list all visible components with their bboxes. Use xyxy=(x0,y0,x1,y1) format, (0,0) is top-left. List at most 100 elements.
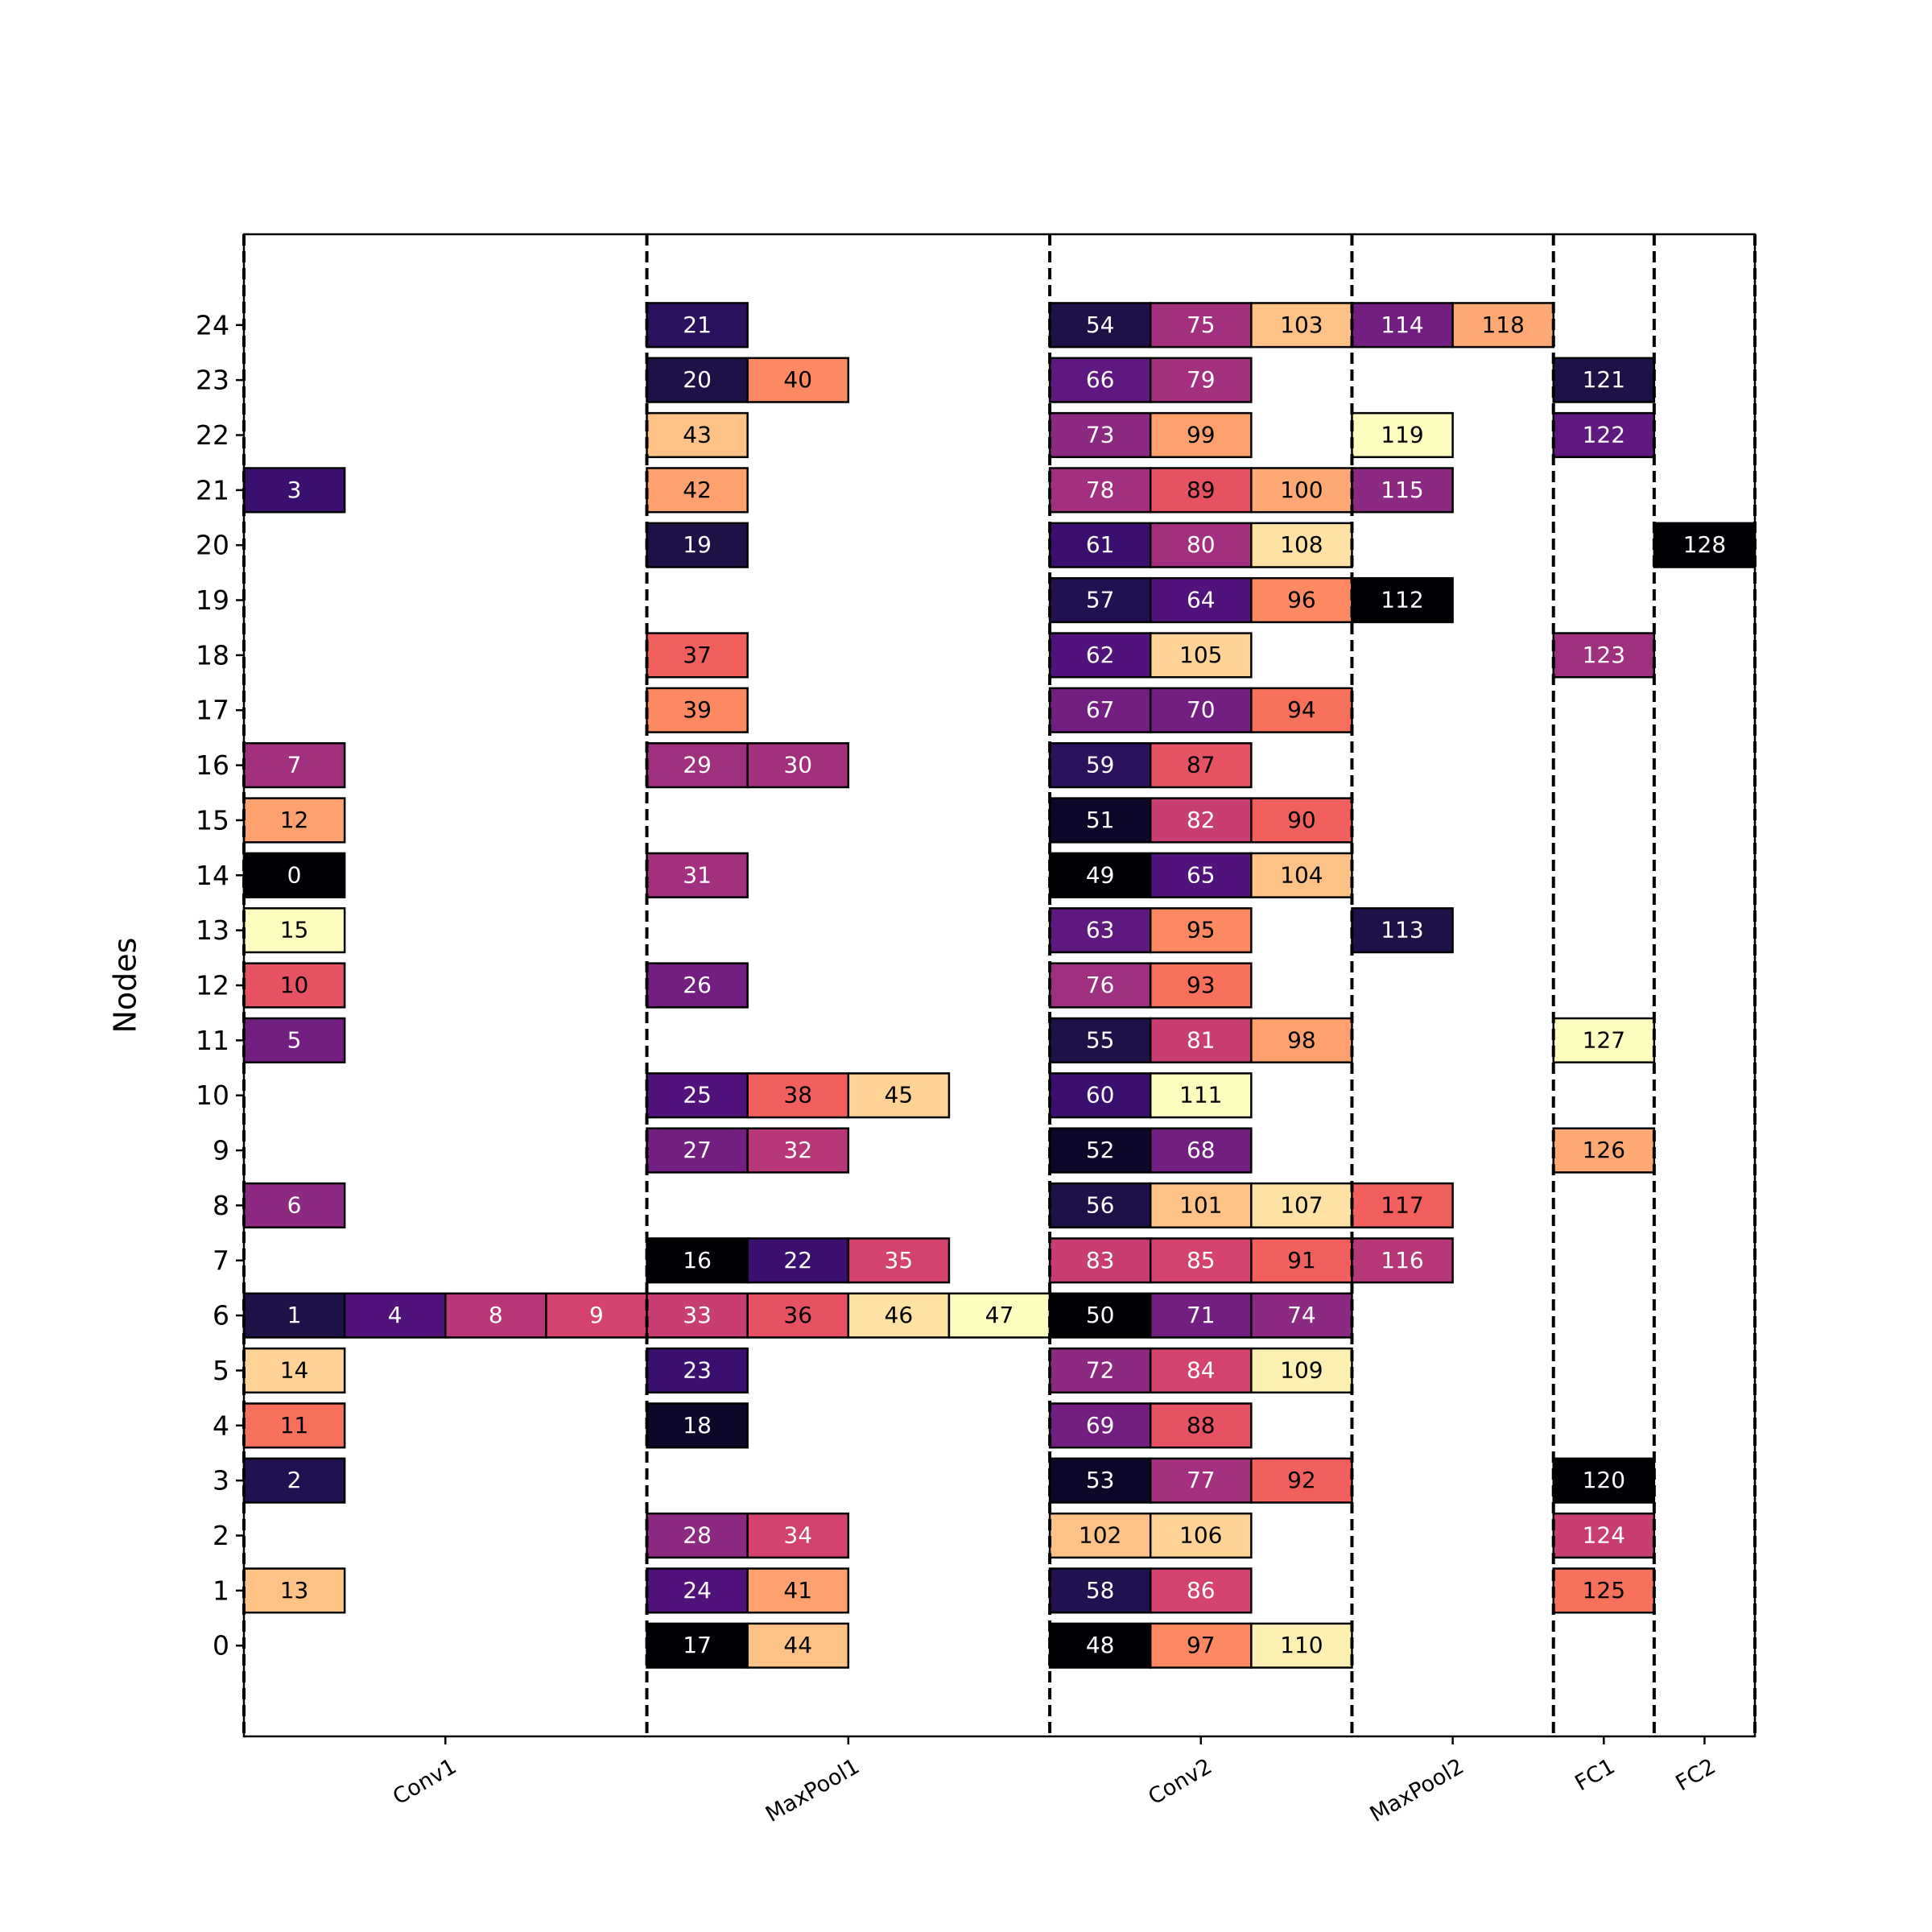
task-box xyxy=(1149,1622,1253,1669)
task-label: 106 xyxy=(1179,1522,1222,1549)
task-box xyxy=(746,1622,850,1669)
task-box xyxy=(1048,467,1152,514)
task-box xyxy=(1149,1347,1253,1394)
task-label: 85 xyxy=(1187,1247,1216,1274)
task-box xyxy=(646,1292,749,1339)
task-box xyxy=(1250,522,1353,568)
task-box xyxy=(1552,1457,1656,1504)
task-box xyxy=(1250,1182,1353,1228)
task-label: 7 xyxy=(287,752,302,778)
task-box xyxy=(1250,1622,1353,1669)
task-label: 45 xyxy=(885,1082,914,1108)
task-label: 73 xyxy=(1086,421,1115,448)
task-label: 69 xyxy=(1086,1412,1115,1439)
task-box xyxy=(1149,1127,1253,1174)
task-label: 113 xyxy=(1381,917,1423,943)
task-label: 64 xyxy=(1187,587,1216,613)
task-label: 5 xyxy=(287,1026,302,1053)
task-label: 48 xyxy=(1086,1632,1115,1658)
task-label: 15 xyxy=(280,917,309,943)
task-label: 115 xyxy=(1381,477,1423,503)
task-label: 121 xyxy=(1583,366,1625,393)
task-box xyxy=(646,1072,749,1119)
task-label: 44 xyxy=(783,1632,812,1658)
task-label: 39 xyxy=(683,696,712,723)
task-label: 102 xyxy=(1079,1522,1121,1549)
y-tick-label: 8 xyxy=(213,1190,229,1221)
task-label: 124 xyxy=(1583,1522,1625,1549)
y-tick-label: 21 xyxy=(196,474,229,506)
task-label: 78 xyxy=(1086,477,1115,503)
task-label: 49 xyxy=(1086,861,1115,888)
task-label: 17 xyxy=(683,1632,712,1658)
task-label: 109 xyxy=(1280,1356,1323,1383)
task-box xyxy=(242,1402,346,1449)
task-label: 54 xyxy=(1086,312,1115,338)
task-label: 47 xyxy=(985,1302,1014,1328)
task-label: 112 xyxy=(1381,587,1423,613)
task-box xyxy=(646,632,749,679)
task-box xyxy=(1552,1567,1656,1614)
task-label: 125 xyxy=(1583,1577,1625,1604)
y-tick-label: 23 xyxy=(196,365,229,396)
task-label: 70 xyxy=(1187,696,1216,723)
y-tick-label: 19 xyxy=(196,584,229,616)
task-label: 119 xyxy=(1381,421,1423,448)
y-tick-label: 22 xyxy=(196,419,229,451)
task-label: 116 xyxy=(1381,1247,1423,1274)
task-label: 35 xyxy=(885,1247,914,1274)
task-box xyxy=(746,357,850,403)
task-label: 9 xyxy=(589,1302,604,1328)
task-box xyxy=(746,1127,850,1174)
task-box xyxy=(1149,357,1253,403)
task-box xyxy=(646,852,749,898)
task-box xyxy=(1351,576,1454,624)
task-box xyxy=(646,1347,749,1394)
task-label: 93 xyxy=(1187,972,1216,998)
task-label: 12 xyxy=(280,807,309,833)
y-tick-label: 1 xyxy=(213,1575,229,1606)
task-label: 123 xyxy=(1583,642,1625,668)
task-label: 108 xyxy=(1280,531,1323,558)
task-label: 37 xyxy=(683,642,712,668)
task-box xyxy=(646,1567,749,1614)
task-label: 52 xyxy=(1086,1137,1115,1163)
task-label: 120 xyxy=(1583,1467,1625,1493)
task-label: 104 xyxy=(1280,861,1323,888)
x-tick-label: Conv1 xyxy=(389,1754,461,1810)
task-box xyxy=(847,1072,951,1119)
task-box xyxy=(1048,852,1152,898)
task-label: 68 xyxy=(1187,1137,1216,1163)
task-box xyxy=(1149,687,1253,733)
task-box xyxy=(1048,1567,1152,1614)
task-label: 97 xyxy=(1187,1632,1216,1658)
task-label: 4 xyxy=(388,1302,402,1328)
y-axis-label: Nodes xyxy=(108,938,143,1034)
task-label: 55 xyxy=(1086,1026,1115,1053)
task-label: 126 xyxy=(1583,1137,1625,1163)
task-box xyxy=(1048,1182,1152,1228)
task-box xyxy=(1048,687,1152,733)
x-tick-label: FC1 xyxy=(1571,1754,1619,1797)
task-label: 127 xyxy=(1583,1026,1625,1053)
y-tick-label: 13 xyxy=(196,914,229,946)
task-box xyxy=(1250,1457,1353,1504)
task-box xyxy=(1149,1402,1253,1449)
task-label: 2 xyxy=(287,1467,302,1493)
task-box xyxy=(242,852,346,898)
task-label: 114 xyxy=(1381,312,1423,338)
task-box xyxy=(343,1292,447,1339)
task-label: 59 xyxy=(1086,752,1115,778)
task-label: 57 xyxy=(1086,587,1115,613)
task-box xyxy=(646,1237,749,1284)
task-box xyxy=(1149,1292,1253,1339)
task-label: 80 xyxy=(1187,531,1216,558)
task-label: 81 xyxy=(1187,1026,1216,1053)
task-box xyxy=(1149,852,1253,898)
task-label: 28 xyxy=(683,1522,712,1549)
x-tick-label: Conv2 xyxy=(1144,1754,1216,1810)
task-box xyxy=(1149,522,1253,568)
y-tick-label: 12 xyxy=(196,970,229,1001)
task-label: 92 xyxy=(1287,1467,1316,1493)
